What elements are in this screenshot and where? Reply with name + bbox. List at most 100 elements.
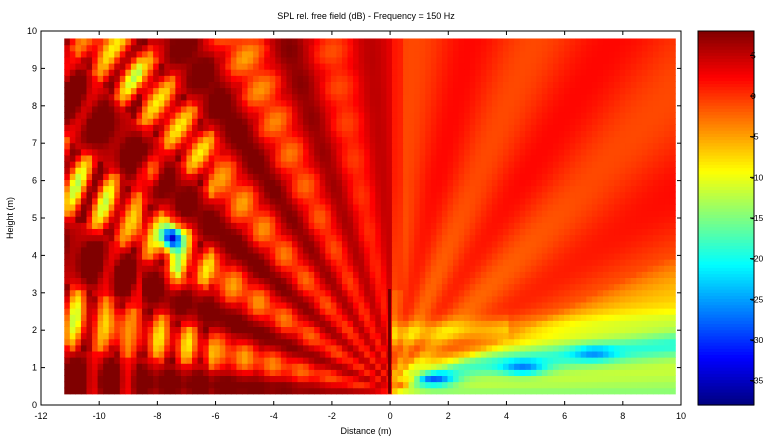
heatmap-cell [453,369,460,377]
heatmap-cell [586,295,593,303]
heatmap-cell [208,234,215,242]
heatmap-cell [547,338,554,346]
heatmap-cell [364,124,371,131]
heatmap-cell [641,210,649,217]
heatmap-cell [558,344,565,352]
heatmap-cell [608,283,615,291]
heatmap-cell [608,265,615,272]
heatmap-cell [308,179,315,187]
heatmap-cell [541,148,549,156]
heatmap-cell [591,295,599,303]
heatmap-cell [225,173,232,180]
heatmap-cell [286,381,293,389]
heatmap-cell [308,308,315,315]
heatmap-cell [208,350,215,358]
heatmap-cell [564,148,571,156]
heatmap-cell [441,320,449,327]
heatmap-cell [225,265,232,272]
heatmap-cell [614,197,621,205]
heatmap-cell [641,148,649,156]
heatmap-cell [497,332,504,340]
heatmap-cell [103,357,110,364]
heatmap-cell [353,289,360,297]
heatmap-cell [619,344,626,352]
heatmap-cell [358,259,365,266]
heatmap-cell [147,271,154,278]
heatmap-cell [341,381,349,389]
heatmap-cell [391,130,399,138]
heatmap-cell [253,338,260,346]
heatmap-cell [358,216,365,223]
heatmap-cell [536,148,543,156]
heatmap-cell [425,161,432,168]
heatmap-cell [458,246,465,254]
heatmap-cell [403,363,410,370]
heatmap-cell [258,179,265,187]
heatmap-cell [142,191,149,199]
heatmap-cell [602,136,610,144]
heatmap-cell [414,265,421,272]
heatmap-cell [391,259,399,266]
heatmap-cell [419,173,426,180]
heatmap-cell [608,301,615,309]
heatmap-cell [547,363,554,370]
heatmap-cell [669,308,676,315]
heatmap-cell [625,142,632,150]
heatmap-cell [192,185,199,193]
heatmap-cell [330,314,337,321]
heatmap-cell [630,179,637,187]
heatmap-cell [319,216,326,223]
heatmap-cell [114,130,121,138]
heatmap-cell [480,375,487,383]
heatmap-cell [364,265,371,272]
heatmap-cell [286,246,293,254]
heatmap-cell [541,332,549,340]
heatmap-cell [575,136,582,144]
heatmap-cell [314,357,321,364]
heatmap-cell [253,320,260,327]
heatmap-cell [314,154,321,162]
heatmap-cell [408,387,415,395]
heatmap-cell [430,308,437,315]
heatmap-cell [497,252,504,260]
heatmap-cell [419,240,426,248]
heatmap-cell [103,154,110,162]
heatmap-cell [280,246,288,254]
heatmap-cell [508,271,515,278]
heatmap-cell [508,191,515,199]
heatmap-cell [491,350,499,358]
heatmap-cell [230,369,238,377]
heatmap-cell [619,234,626,242]
heatmap-cell [536,191,543,199]
heatmap-cell [369,136,376,144]
heatmap-cell [369,259,376,266]
heatmap-cell [514,191,521,199]
heatmap-cell [597,240,604,248]
heatmap-cell [547,277,554,285]
heatmap-cell [425,265,432,272]
heatmap-cell [225,357,232,364]
heatmap-cell [192,301,199,309]
heatmap-cell [458,363,465,370]
heatmap-cell [391,369,399,377]
heatmap-cell [441,234,449,242]
heatmap-cell [464,173,471,180]
heatmap-cell [64,289,71,297]
heatmap-cell [169,124,176,131]
heatmap-cell [652,283,660,291]
heatmap-cell [364,308,371,315]
heatmap-cell [664,332,671,340]
heatmap-cell [136,191,143,199]
heatmap-cell [230,295,238,303]
heatmap-cell [558,161,565,168]
heatmap-cell [180,203,188,211]
heatmap-cell [325,228,332,236]
heatmap-cell [530,387,537,395]
heatmap-cell [97,191,104,199]
heatmap-cell [80,277,88,285]
heatmap-cell [169,148,176,156]
heatmap-cell [553,252,560,260]
heatmap-cell [269,222,276,229]
heatmap-cell [619,167,626,174]
heatmap-cell [142,350,149,358]
